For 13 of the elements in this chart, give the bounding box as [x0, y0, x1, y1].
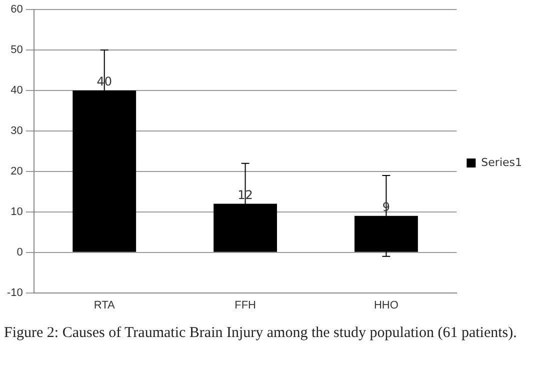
x-tick-label: FFH	[234, 299, 256, 312]
y-tick-label: 60	[10, 4, 23, 16]
y-tick-label: 50	[10, 44, 23, 56]
y-tick-label: 20	[10, 165, 23, 178]
x-tick-label: RTA	[94, 299, 116, 312]
y-tick-label: -10	[6, 286, 23, 299]
x-tick-label: HHO	[374, 299, 399, 312]
y-tick-label: 10	[10, 206, 23, 218]
legend-label: Series1	[481, 156, 522, 169]
y-tick-label: 40	[10, 84, 23, 97]
caption: Figure 2: Causes of Traumatic Brain Injury among the study population (61 patients).	[4, 324, 518, 343]
y-tick-label: 0	[16, 246, 23, 258]
y-tick-label: 30	[10, 125, 23, 138]
